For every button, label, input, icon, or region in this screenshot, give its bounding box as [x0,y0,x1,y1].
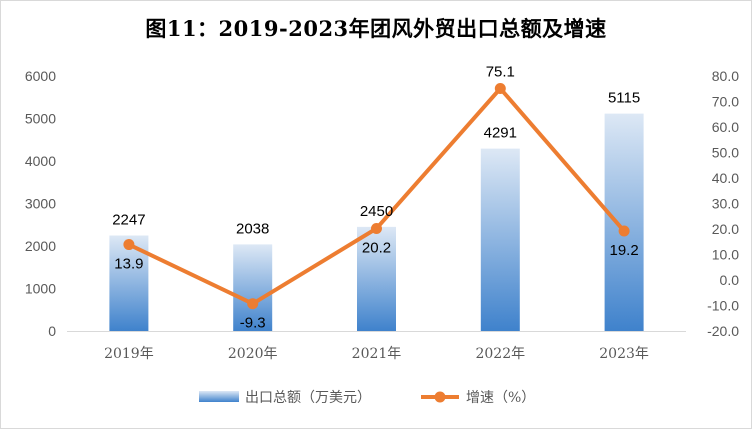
growth-point [123,239,135,251]
x-axis-tick-label: 2019年 [104,346,154,362]
left-axis-tick-label: 5000 [25,111,56,127]
growth-point [618,225,630,237]
right-axis-tick-label: 30.0 [712,196,739,212]
bar [604,113,644,331]
line-data-label: 13.9 [114,256,143,273]
bar-data-label: 2247 [112,212,145,229]
x-axis-tick-label: 2020年 [228,346,278,362]
line-data-label: -9.3 [240,315,266,332]
left-axis-tick-label: 0 [48,323,56,339]
growth-point [371,222,382,234]
left-axis-tick-label: 1000 [25,281,56,297]
growth-point [247,298,259,310]
x-axis-tick-label: 2022年 [475,346,525,362]
bar [233,244,273,331]
bar-data-label: 4291 [484,125,517,142]
right-axis-tick-label: 40.0 [712,170,739,186]
right-axis-tick-label: -10.0 [707,298,739,314]
right-axis-tick-label: 50.0 [712,145,739,161]
legend-bar-label: 出口总额（万美元） [245,390,371,406]
left-axis-tick-label: 4000 [25,153,56,169]
right-axis-tick-label: 80.0 [712,68,739,84]
growth-point [494,82,506,94]
right-axis-tick-label: -20.0 [707,323,739,339]
legend-bar-swatch [199,391,239,402]
bar [357,226,396,331]
line-data-label: 75.1 [486,63,515,80]
x-axis-tick-label: 2023年 [599,346,649,362]
x-axis-tick-label: 2021年 [352,346,402,362]
left-axis-tick-label: 2000 [25,238,56,254]
line-data-label: 19.2 [609,242,638,259]
left-axis-tick-label: 3000 [25,196,56,212]
legend-line-label: 增速（%） [466,390,535,406]
left-axis-tick-label: 6000 [25,68,56,84]
right-axis-tick-label: 0.0 [720,272,740,288]
right-axis-tick-label: 10.0 [712,247,739,263]
legend-line-marker [434,391,446,403]
right-axis-tick-label: 20.0 [712,221,739,237]
right-axis-tick-label: 70.0 [712,94,739,110]
line-data-label: 20.2 [362,239,391,256]
bar [480,148,520,331]
chart-title: 图11：2019-2023年团风外贸出口总额及增速 [145,16,607,41]
bar-data-label: 2450 [360,203,393,220]
bar-data-label: 5115 [608,90,640,107]
bar-data-label: 2038 [236,220,269,237]
right-axis-tick-label: 60.0 [712,119,739,135]
